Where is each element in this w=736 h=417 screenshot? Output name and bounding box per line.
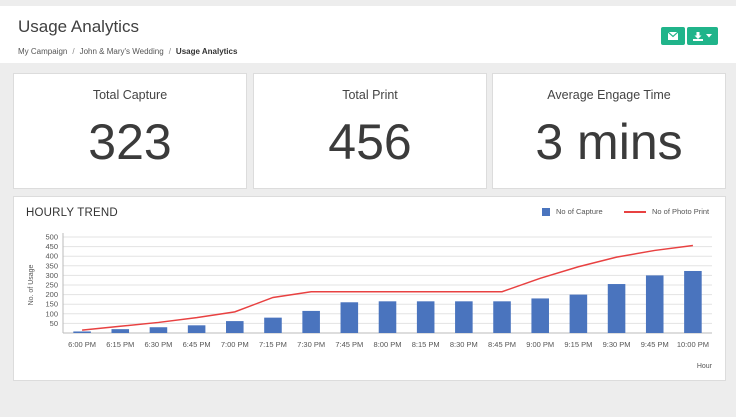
x-tick-label: 9:30 PM [603, 340, 631, 349]
bar-capture[interactable] [73, 331, 91, 333]
bar-capture[interactable] [264, 317, 282, 333]
bar-capture[interactable] [645, 275, 664, 333]
bar-capture[interactable] [531, 298, 549, 333]
legend-label: No of Capture [556, 207, 603, 216]
average-engage-time-card: Average Engage Time 3 mins [492, 73, 726, 189]
y-tick-label: 250 [45, 281, 58, 290]
stat-value: 3 mins [535, 114, 683, 170]
bar-capture[interactable] [416, 301, 435, 333]
breadcrumb: My Campaign / John & Mary's Wedding / Usage … [18, 47, 237, 56]
x-tick-label: 6:45 PM [183, 340, 211, 349]
x-tick-label: 9:00 PM [526, 340, 554, 349]
breadcrumb-event[interactable]: John & Mary's Wedding [79, 47, 164, 56]
x-tick-label: 7:15 PM [259, 340, 287, 349]
breadcrumb-separator: / [72, 47, 75, 56]
bar-capture[interactable] [569, 294, 588, 333]
y-tick-label: 150 [45, 300, 58, 309]
x-tick-label: 7:00 PM [221, 340, 249, 349]
bar-capture[interactable] [226, 321, 244, 333]
hourly-trend-card: 50 100 150 200 250 300 350 400 450 500 6:00 PM 6:15… [13, 196, 726, 381]
y-tick-label: 450 [45, 242, 58, 251]
x-tick-label: 9:15 PM [564, 340, 592, 349]
page-title: Usage Analytics [18, 17, 139, 36]
x-tick-label: 7:45 PM [335, 340, 363, 349]
bar-capture[interactable] [111, 329, 130, 333]
y-tick-label: 500 [45, 233, 58, 242]
legend-item-capture[interactable]: No of Capture [542, 207, 603, 217]
legend-line [624, 211, 646, 214]
bar-capture[interactable] [149, 327, 168, 333]
bar-capture[interactable] [607, 284, 626, 333]
y-tick-label: 300 [45, 271, 58, 280]
x-tick-label: 6:15 PM [106, 340, 134, 349]
bar-capture[interactable] [340, 302, 359, 333]
x-tick-label: 6:30 PM [144, 340, 172, 349]
x-tick-label: 8:45 PM [488, 340, 516, 349]
legend-item-photo-print[interactable]: No of Photo Print [624, 207, 709, 216]
breadcrumb-separator: / [168, 47, 171, 56]
x-tick-label: 9:45 PM [641, 340, 669, 349]
stat-value: 323 [88, 114, 172, 170]
line-photo-print[interactable] [82, 244, 694, 331]
bar-capture[interactable] [455, 301, 473, 333]
envelope-icon [668, 32, 678, 40]
breadcrumb-current: Usage Analytics [175, 47, 238, 56]
download-dropdown-button[interactable] [687, 27, 718, 45]
bar-capture[interactable] [493, 301, 511, 333]
chart-title: HOURLY TREND [26, 207, 118, 219]
email-button[interactable] [661, 27, 685, 45]
x-tick-label: 10:00 PM [677, 340, 709, 349]
breadcrumb-campaign[interactable]: My Campaign [18, 47, 68, 56]
x-tick-label: 6:00 PM [68, 340, 96, 349]
bar-capture[interactable] [302, 310, 320, 333]
caret-down-icon [706, 34, 712, 38]
y-tick-label: 200 [45, 290, 58, 299]
legend-label: No of Photo Print [652, 207, 710, 216]
y-axis-label: No. of Usage [28, 264, 35, 305]
stat-label: Total Capture [92, 88, 168, 102]
stat-value: 456 [328, 114, 412, 170]
bar-capture[interactable] [378, 301, 397, 333]
y-tick-label: 350 [45, 261, 58, 270]
y-tick-label: 400 [45, 252, 58, 261]
download-icon [693, 31, 703, 41]
page-header: Usage Analytics My Campaign / John & Mary'… [0, 6, 736, 63]
y-tick-label: 100 [45, 309, 58, 318]
x-tick-label: 7:30 PM [297, 340, 325, 349]
x-tick-label: 8:30 PM [450, 340, 478, 349]
stat-label: Total Print [342, 88, 398, 102]
x-tick-label: 8:00 PM [374, 340, 402, 349]
total-capture-card: Total Capture 323 [13, 73, 247, 189]
x-tick-label: 8:15 PM [412, 340, 440, 349]
bar-capture[interactable] [684, 270, 702, 333]
bar-capture[interactable] [187, 325, 206, 333]
stat-label: Average Engage Time [547, 88, 671, 102]
y-tick-label: 50 [50, 319, 58, 328]
total-print-card: Total Print 456 [253, 73, 487, 189]
legend-swatch [542, 208, 550, 217]
x-axis-label: Hour [697, 363, 713, 370]
